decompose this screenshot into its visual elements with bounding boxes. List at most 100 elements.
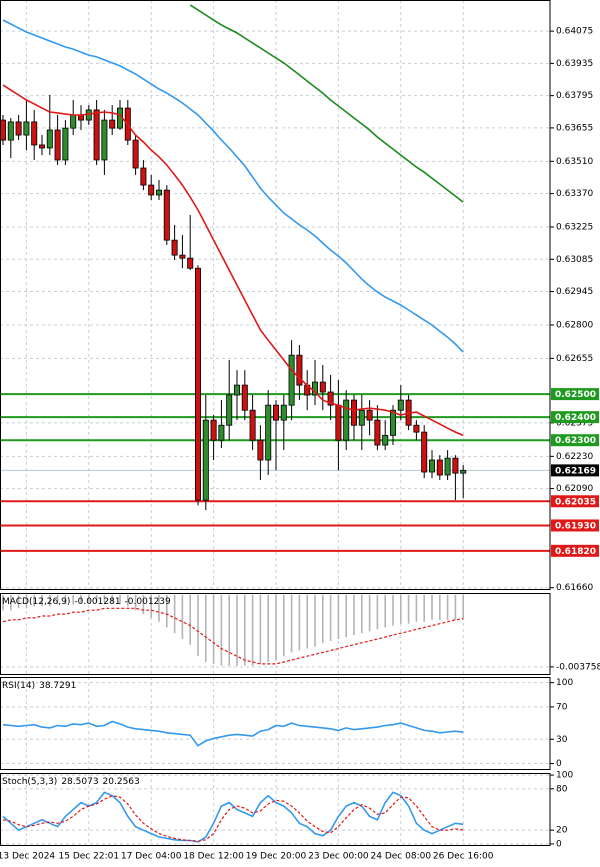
series-line [2,791,464,843]
histogram-bar [298,594,301,651]
candle-body [23,121,30,136]
indicator-value: -0.001239 [125,597,171,607]
series-line [189,4,464,203]
y-tick-label: 0.62655 [556,354,593,364]
histogram-bar [205,594,207,662]
y-tick-label: 0.63085 [556,255,593,265]
candle-body [31,121,38,146]
histogram-bar [158,594,160,622]
candle-body [155,189,162,196]
series-line [2,607,464,665]
level-label: 0.62035 [555,497,596,507]
level-label: 0.62400 [555,413,596,423]
candle-body [257,439,264,461]
y-tick-label: 0.63655 [556,123,593,133]
series-line [2,19,464,353]
histogram-bar [103,594,106,603]
histogram-bar [134,594,137,611]
y-tick-label: 0.62090 [556,484,593,494]
candle-body [350,399,357,426]
histogram-bar [376,594,379,630]
candle-body [7,121,14,141]
x-tick-label: 15 Dec 22:01 [59,852,120,862]
candle-body [413,424,420,433]
y-tick-label: 0.64075 [556,27,593,37]
histogram-bar [267,594,269,662]
candle-body [15,121,22,136]
candle-body [374,419,381,446]
candle-body [0,119,6,141]
histogram-bar [345,594,347,638]
candle-body [46,129,53,149]
candle-body [421,431,428,473]
x-tick-label: 26 Dec 16:00 [433,852,494,862]
histogram-bar [454,594,457,620]
histogram-bar [189,594,191,645]
histogram-bar [25,594,28,609]
x-tick-label: 23 Dec 00:00 [308,852,369,862]
histogram-bar [384,594,386,628]
candle-body [202,419,209,501]
candle-body [210,419,217,441]
histogram-bar [33,594,35,607]
candle-body [109,119,116,129]
histogram-bar [392,594,394,626]
histogram-bar [329,594,332,641]
y-tick-label: 70 [556,702,568,712]
histogram-bar [212,594,215,664]
candle-body [366,409,373,421]
panel [0,0,550,590]
panel-border [0,593,551,675]
histogram-bar [400,594,402,624]
y-tick-label: 100 [556,678,573,688]
histogram-bar [173,594,176,634]
x-tick-label: 17 Dec 04:00 [121,852,182,862]
histogram-bar [283,594,285,657]
candle-body [249,409,256,441]
histogram-bar [431,594,433,620]
panel [0,773,550,846]
x-tick-label: 13 Dec 2024 [0,852,55,862]
panel [0,593,550,675]
candle-body [241,384,248,411]
histogram-bar [244,594,246,666]
candle-body [436,459,443,476]
candle-body [452,457,459,474]
histogram-bar [322,594,324,643]
candle-body [335,404,342,441]
histogram-bar [88,594,90,603]
histogram-bar [17,594,20,609]
level-label-box [551,464,599,477]
level-label: 0.62500 [555,390,596,400]
histogram-bar [439,594,441,620]
candle-body [194,267,201,501]
panel-border [0,773,551,846]
histogram-bar [95,594,98,603]
candle-body [296,354,303,386]
candle-body [343,399,350,441]
y-tick-label: 0.62945 [556,287,593,297]
candle-body [54,129,61,161]
indicator-name: RSI(14) [2,681,35,691]
candle-body [233,384,240,396]
y-tick-label: -0.003758 [556,662,600,672]
histogram-bar [49,594,51,607]
candle-body [272,404,279,421]
y-tick-label: 0 [556,839,562,849]
candle-body [288,354,295,406]
histogram-bar [275,594,277,661]
histogram-bar [337,594,340,639]
y-tick-label: 0.63225 [556,223,593,233]
histogram-bar [407,594,410,624]
x-tick-label: 24 Dec 08:00 [371,852,432,862]
level-label: 0.62169 [555,466,596,476]
candle-body [218,424,225,441]
panel [0,677,550,770]
candle-body [280,404,287,421]
candle-body [148,184,155,196]
candle-body [327,391,334,406]
y-tick-label: 0.61660 [556,583,593,593]
histogram-bar [72,594,74,605]
histogram-bar [220,594,223,666]
